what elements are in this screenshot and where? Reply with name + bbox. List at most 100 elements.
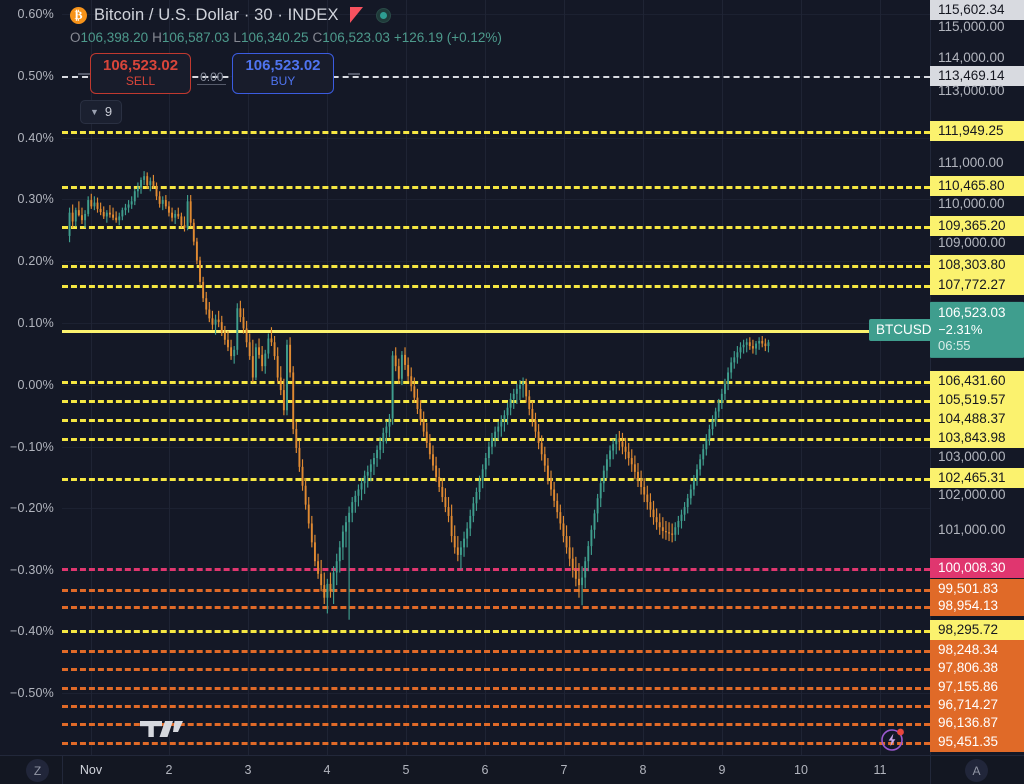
hgrid-8: [62, 508, 930, 509]
y-axis-label-3: 0.30%: [17, 192, 54, 206]
price-tag-15[interactable]: 105,519.57: [930, 390, 1024, 410]
level-line-1[interactable]: [62, 131, 930, 134]
level-line-13[interactable]: [62, 589, 930, 592]
time-label-0: Nov: [79, 763, 103, 777]
sell-label: SELL: [125, 74, 156, 89]
time-label-10: 11: [873, 763, 887, 777]
level-line-7[interactable]: [62, 381, 930, 384]
time-label-5: 6: [481, 763, 489, 777]
green-dot-icon[interactable]: [375, 7, 391, 23]
y-axis-label-10: −0.40%: [10, 624, 54, 638]
hgrid-5: [62, 323, 930, 324]
price-tag-7[interactable]: 110,465.80: [930, 176, 1024, 196]
chart-pane[interactable]: [62, 0, 930, 755]
left-percent-scale[interactable]: 0.60% 0.50% 0.40% 0.30% 0.20% 0.10% 0.00% −0.10…: [0, 0, 62, 755]
hgrid-11: [62, 693, 930, 694]
level-line-5[interactable]: [62, 285, 930, 288]
time-axis[interactable]: Z A Nov 2 3 4 5 6 7 8 9 10 11: [0, 755, 1024, 784]
level-line-3[interactable]: [62, 226, 930, 229]
vgrid-9: [801, 0, 802, 755]
sell-button[interactable]: 106,523.02 SELL: [90, 53, 192, 95]
time-label-3: 4: [323, 763, 331, 777]
ohlc-high-value: 106,587.03: [161, 30, 230, 45]
vgrid-4: [406, 0, 407, 755]
quantity-selector[interactable]: ▼ 9: [80, 100, 123, 124]
price-tag-1[interactable]: 115,000.00: [938, 19, 1005, 34]
timezone-button[interactable]: Z: [26, 759, 49, 782]
price-tag-30[interactable]: 96,136.87: [930, 713, 1024, 733]
current-price-time: 06:55: [938, 337, 971, 353]
price-tag-22[interactable]: 100,008.30: [930, 558, 1024, 578]
price-tag-16[interactable]: 104,488.37: [930, 409, 1024, 429]
level-line-21[interactable]: [62, 742, 930, 745]
right-price-scale[interactable]: 115,602.34 115,000.00 114,000.00 113,469.14…: [930, 0, 1024, 755]
red-flag-icon[interactable]: [349, 7, 365, 23]
price-tag-6[interactable]: 111,000.00: [938, 155, 1004, 170]
level-line-0[interactable]: [62, 76, 930, 78]
vgrid-1: [169, 0, 170, 755]
level-line-15[interactable]: [62, 630, 930, 633]
level-line-9[interactable]: [62, 419, 930, 422]
price-tag-14[interactable]: 106,431.60: [930, 371, 1024, 391]
price-tag-3[interactable]: 113,469.14: [930, 66, 1024, 86]
level-line-14[interactable]: [62, 606, 930, 609]
price-tag-19[interactable]: 102,465.31: [930, 468, 1024, 488]
price-tag-24[interactable]: 98,954.13: [930, 596, 1024, 616]
level-line-10[interactable]: [62, 438, 930, 441]
vgrid-3: [327, 0, 328, 755]
level-line-20[interactable]: [62, 723, 930, 726]
lightning-alert-icon[interactable]: [880, 726, 906, 755]
chevron-down-icon: ▼: [90, 106, 99, 117]
hgrid-4: [62, 261, 930, 262]
spread-value: 0.00: [197, 70, 227, 86]
price-tag-28[interactable]: 97,155.86: [930, 677, 1024, 697]
level-line-2[interactable]: [62, 186, 930, 189]
y-axis-label-6: 0.00%: [17, 378, 54, 392]
price-tag-18[interactable]: 103,000.00: [938, 449, 1006, 464]
time-label-2: 3: [244, 763, 252, 777]
price-tag-26[interactable]: 98,248.34: [930, 640, 1024, 660]
price-tag-27[interactable]: 97,806.38: [930, 658, 1024, 678]
time-label-7: 8: [639, 763, 647, 777]
price-tag-25[interactable]: 98,295.72: [930, 620, 1024, 640]
buy-button[interactable]: 106,523.02 BUY: [232, 53, 334, 95]
level-line-17[interactable]: [62, 668, 930, 671]
level-line-11[interactable]: [62, 478, 930, 481]
price-tag-31[interactable]: 95,451.35: [930, 732, 1024, 752]
price-tag-4[interactable]: 113,000.00: [938, 83, 1005, 98]
price-tag-12[interactable]: 107,772.27: [930, 275, 1024, 295]
price-tag-5[interactable]: 111,949.25: [930, 121, 1024, 141]
y-axis-label-5: 0.10%: [17, 316, 54, 330]
price-tag-17[interactable]: 103,843.98: [930, 428, 1024, 448]
symbol-title[interactable]: Bitcoin / U.S. Dollar · 30 · INDEX: [94, 5, 339, 24]
level-line-12[interactable]: [62, 568, 930, 571]
price-tag-23[interactable]: 99,501.83: [930, 579, 1024, 599]
price-tag-8[interactable]: 110,000.00: [938, 196, 1005, 211]
level-line-6[interactable]: [62, 330, 930, 333]
price-tag-21[interactable]: 101,000.00: [938, 522, 1006, 537]
axis-divider-left: [62, 756, 63, 784]
level-line-8[interactable]: [62, 400, 930, 403]
price-tag-20[interactable]: 102,000.00: [938, 487, 1006, 502]
level-line-19[interactable]: [62, 705, 930, 708]
price-tag-2[interactable]: 114,000.00: [938, 50, 1005, 65]
level-line-16[interactable]: [62, 650, 930, 653]
price-tag-10[interactable]: 109,000.00: [938, 235, 1006, 250]
ohlc-close-key: C: [312, 30, 323, 45]
ohlc-open: O 106,398.20: [70, 30, 148, 45]
ohlc-change: +126.19 (+0.12%): [393, 30, 502, 45]
price-tag-29[interactable]: 96,714.27: [930, 695, 1024, 715]
price-tag-9[interactable]: 109,365.20: [930, 216, 1024, 236]
price-tag-11[interactable]: 108,303.80: [930, 255, 1024, 275]
time-label-1: 2: [165, 763, 173, 777]
level-line-4[interactable]: [62, 265, 930, 268]
current-price-tag[interactable]: 106,523.03 −2.31% 06:55: [930, 301, 1024, 359]
current-price-symbol-tag[interactable]: BTCUSD: [869, 319, 939, 341]
left-dash: [78, 72, 90, 75]
price-tag-0[interactable]: 115,602.34: [930, 0, 1024, 20]
y-axis-label-7: −0.10%: [10, 440, 54, 454]
vgrid-5: [485, 0, 486, 755]
auto-scale-button[interactable]: A: [965, 759, 988, 782]
time-label-4: 5: [402, 763, 410, 777]
level-line-18[interactable]: [62, 687, 930, 690]
